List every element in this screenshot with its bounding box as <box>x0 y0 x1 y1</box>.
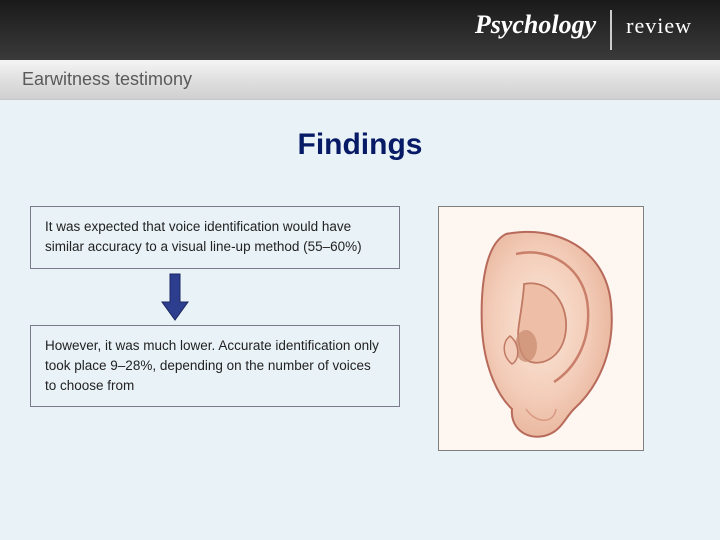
brand-logo: Psychology review <box>475 10 692 50</box>
findings-text-1: It was expected that voice identificatio… <box>45 219 362 254</box>
ear-icon <box>446 214 636 444</box>
ear-illustration <box>438 206 644 451</box>
slide-content: Findings It was expected that voice iden… <box>0 100 720 540</box>
subheader-title: Earwitness testimony <box>22 69 192 90</box>
findings-box-2: However, it was much lower. Accurate ide… <box>30 325 400 408</box>
arrow-container <box>30 269 400 325</box>
subheader-bar: Earwitness testimony <box>0 60 720 100</box>
slide-title: Findings <box>30 128 690 162</box>
findings-box-1: It was expected that voice identificatio… <box>30 206 400 269</box>
brand-divider <box>610 10 612 50</box>
header-bar: Psychology review <box>0 0 720 60</box>
brand-main-text: Psychology <box>475 10 596 40</box>
body-row: It was expected that voice identificatio… <box>30 206 690 451</box>
down-arrow-icon <box>160 272 190 322</box>
findings-text-2: However, it was much lower. Accurate ide… <box>45 338 379 394</box>
left-column: It was expected that voice identificatio… <box>30 206 400 407</box>
brand-sub-text: review <box>626 13 692 39</box>
